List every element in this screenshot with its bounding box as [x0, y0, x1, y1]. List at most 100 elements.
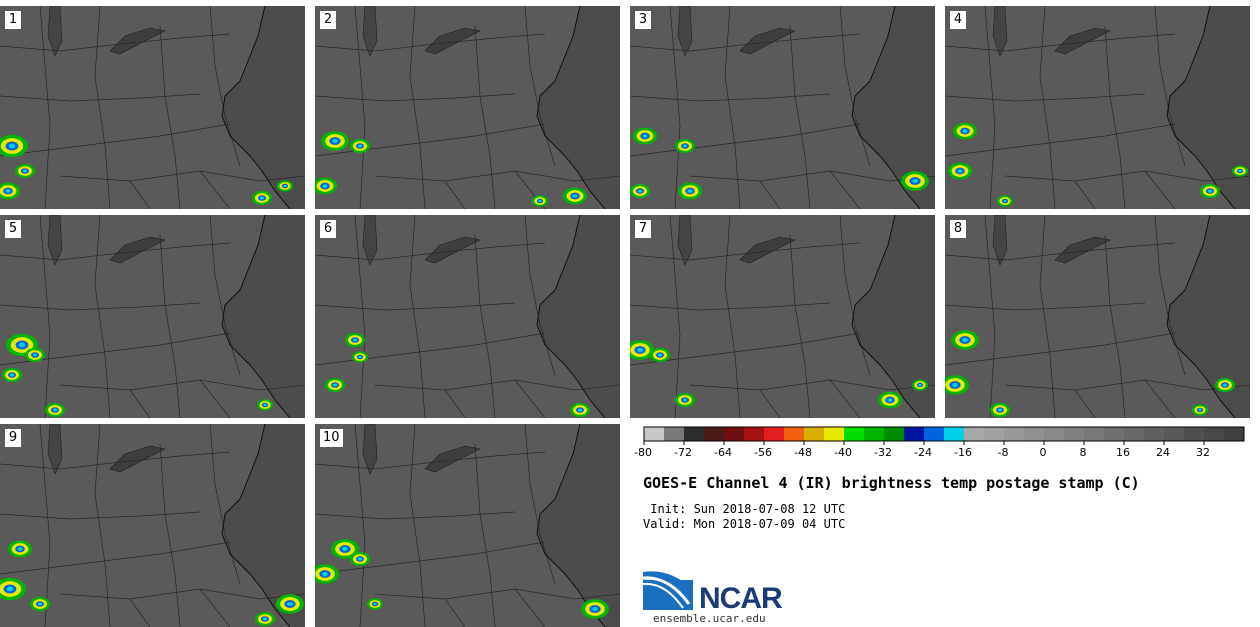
state-border	[1104, 25, 1126, 209]
state-border	[159, 443, 181, 627]
state-border	[474, 234, 496, 418]
stamp-number: 4	[950, 11, 966, 29]
stamp-map	[0, 215, 305, 418]
lake-michigan	[677, 6, 693, 57]
state-border	[159, 25, 181, 209]
postage-stamp[interactable]: 8	[945, 215, 1250, 418]
state-border	[315, 451, 546, 470]
state-border	[0, 541, 231, 575]
stamp-number: 2	[320, 11, 336, 29]
state-border	[945, 302, 1146, 311]
convective-cell	[331, 539, 359, 559]
convective-cell	[252, 191, 272, 205]
convective-cell	[532, 195, 548, 207]
convective-cell	[315, 564, 339, 584]
convective-cell	[563, 187, 587, 205]
lake-erie	[109, 27, 166, 55]
state-border	[630, 33, 861, 52]
state-border	[315, 302, 516, 311]
lake-erie	[739, 236, 796, 264]
colorbar-tick-label: -8	[997, 446, 1009, 459]
state-border	[0, 33, 231, 52]
state-border	[759, 389, 781, 418]
state-border	[524, 215, 556, 376]
colorbar-swatch	[1144, 427, 1165, 441]
postage-stamp[interactable]: 6	[315, 215, 620, 418]
ocean-area	[537, 215, 620, 418]
colorbar	[643, 426, 1245, 445]
convective-cell	[315, 177, 337, 195]
colorbar-swatch	[1224, 427, 1245, 441]
state-border	[209, 215, 241, 376]
colorbar-swatch	[1004, 427, 1025, 441]
ocean-area	[852, 215, 935, 418]
state-border	[630, 93, 831, 102]
ocean-area	[1167, 215, 1250, 418]
state-border	[759, 180, 781, 209]
stamp-map	[315, 215, 620, 418]
postage-stamp[interactable]: 1	[0, 6, 305, 209]
convective-cell	[948, 162, 972, 180]
postage-stamp[interactable]: 5	[0, 215, 305, 418]
state-border	[129, 389, 151, 418]
state-border	[444, 180, 466, 209]
colorbar-swatch	[904, 427, 925, 441]
postage-stamp[interactable]: 9	[0, 424, 305, 627]
stamp-number: 10	[320, 429, 343, 447]
postage-stamp[interactable]: 2	[315, 6, 620, 209]
stamp-number: 3	[635, 11, 651, 29]
postage-stamp[interactable]: 7	[630, 215, 935, 418]
state-border	[1154, 6, 1186, 167]
stamp-number: 8	[950, 220, 966, 238]
colorbar-tick-label: 24	[1156, 446, 1170, 459]
state-border	[0, 302, 201, 311]
colorbar-swatch	[704, 427, 725, 441]
postage-stamp[interactable]: 3	[630, 6, 935, 209]
logo-url[interactable]: ensemble.ucar.edu	[653, 612, 766, 625]
convective-cell	[352, 351, 368, 363]
postage-stamp[interactable]: 4	[945, 6, 1250, 209]
postage-stamp[interactable]: 10	[315, 424, 620, 627]
colorbar-swatch	[1124, 427, 1145, 441]
colorbar-swatch	[944, 427, 965, 441]
convective-cell	[678, 182, 702, 200]
colorbar-swatch	[1104, 427, 1125, 441]
colorbar-swatch	[964, 427, 985, 441]
state-border	[630, 242, 861, 261]
lake-erie	[1054, 236, 1111, 264]
colorbar-tick-label: 32	[1196, 446, 1210, 459]
lake-michigan	[362, 424, 378, 475]
stamp-map	[630, 6, 935, 209]
ocean-area	[222, 424, 305, 627]
colorbar-tick-label: -56	[754, 446, 772, 459]
state-border	[1144, 170, 1176, 209]
convective-cell	[675, 139, 695, 153]
lake-michigan	[992, 215, 1008, 266]
coastline	[1166, 215, 1236, 418]
convective-cell	[257, 399, 273, 411]
state-border	[209, 424, 241, 585]
coastline	[221, 6, 291, 209]
lake-erie	[424, 445, 481, 473]
lake-michigan	[362, 6, 378, 57]
convective-cell	[345, 333, 365, 347]
colorbar-tick-label: -64	[714, 446, 732, 459]
convective-cell	[990, 403, 1010, 417]
convective-cell	[630, 184, 650, 198]
colorbar-swatch	[804, 427, 825, 441]
lake-erie	[109, 236, 166, 264]
state-border	[524, 6, 556, 167]
state-border	[984, 6, 996, 209]
state-border	[39, 424, 51, 627]
convective-cell	[321, 131, 349, 151]
state-border	[409, 424, 426, 627]
state-border	[199, 588, 231, 627]
colorbar-border	[643, 426, 1245, 442]
state-border	[209, 6, 241, 167]
colorbar-swatch	[924, 427, 945, 441]
state-border	[315, 93, 516, 102]
coastline	[221, 424, 291, 627]
colorbar-swatch	[884, 427, 905, 441]
colorbar-swatch	[1084, 427, 1105, 441]
state-border	[39, 215, 51, 418]
